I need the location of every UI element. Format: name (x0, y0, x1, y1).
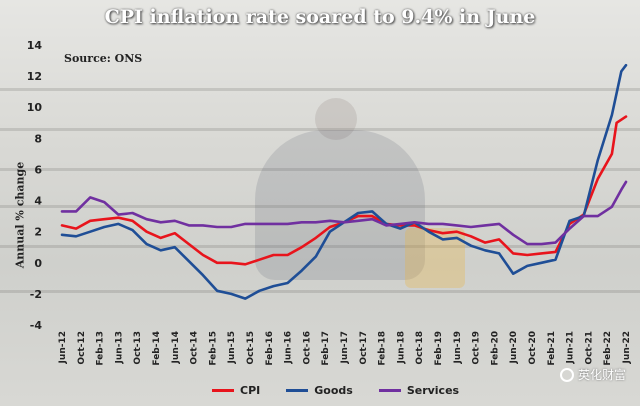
background-shelf (0, 245, 640, 248)
legend-label-services: Services (406, 384, 460, 397)
x-tick-label: Jun-13 (114, 331, 124, 364)
x-tick-label: Jun-18 (396, 331, 406, 364)
x-tick-label: Jun-14 (171, 331, 181, 364)
legend-item-goods: Goods (286, 384, 353, 397)
y-tick-label: 12 (27, 70, 42, 83)
x-tick-label: Feb-16 (265, 331, 275, 366)
background-shelf (0, 290, 640, 293)
y-tick-label: 2 (34, 226, 42, 239)
x-tick-label: Feb-15 (208, 331, 218, 366)
y-tick-label: 14 (27, 39, 43, 52)
legend: CPI Goods Services (212, 384, 459, 397)
x-tick-label: Feb-13 (96, 331, 106, 366)
x-tick-label: Jun-17 (340, 331, 350, 364)
x-tick-label: Jun-20 (509, 331, 519, 364)
y-tick-label: 10 (27, 101, 43, 114)
x-tick-label: Oct-14 (190, 331, 200, 365)
x-tick-label: Oct-19 (472, 331, 482, 365)
y-tick-label: 8 (34, 132, 42, 145)
chart-title: CPI inflation rate soared to 9.4% in Jun… (104, 6, 536, 28)
x-tick-label: Feb-22 (603, 331, 613, 366)
x-tick-label: Oct-16 (302, 331, 312, 365)
watermark: 英化财富 (559, 366, 626, 383)
x-tick-label: Jun-21 (566, 331, 576, 364)
legend-swatch-cpi (212, 389, 234, 392)
x-tick-label: Jun-15 (227, 331, 237, 364)
x-tick-label: Jun-22 (622, 331, 632, 364)
x-tick-label: Feb-14 (152, 331, 162, 366)
x-tick-label: Feb-18 (378, 331, 388, 366)
background-shelf (0, 168, 640, 171)
y-tick-label: -4 (30, 319, 43, 332)
x-tick-label: Feb-17 (321, 331, 331, 366)
series-line-goods (60, 63, 628, 300)
x-tick-label: Oct-13 (133, 331, 143, 365)
x-tick-label: Oct-15 (246, 331, 256, 365)
series-line-services (60, 180, 628, 246)
legend-label-cpi: CPI (240, 384, 261, 397)
y-tick-label: 0 (34, 257, 42, 270)
legend-swatch-goods (286, 389, 309, 392)
x-tick-label: Oct-18 (415, 331, 425, 365)
y-tick-label: -2 (30, 288, 42, 301)
series-line-cpi (60, 115, 628, 266)
x-tick-label: Oct-12 (77, 331, 87, 365)
legend-label-goods: Goods (314, 384, 353, 397)
x-tick-label: Feb-21 (547, 331, 557, 366)
x-tick-label: Jun-16 (284, 331, 294, 364)
y-axis-label: Annual % change (13, 161, 27, 269)
x-tick-label: Oct-21 (584, 331, 594, 365)
chart-source: Source: ONS (64, 52, 143, 65)
legend-swatch-services (378, 389, 401, 392)
background-shelf (0, 128, 640, 131)
y-tick-label: 6 (34, 163, 42, 176)
watermark-text: 英化财富 (577, 368, 626, 382)
x-tick-label: Oct-17 (359, 331, 369, 365)
legend-item-cpi: CPI (212, 384, 260, 397)
background-shopper-head (315, 98, 357, 140)
x-tick-label: Jun-12 (58, 331, 68, 364)
wechat-logo-icon (559, 367, 574, 382)
y-tick-label: 4 (34, 195, 42, 208)
x-tick-label: Jun-19 (453, 331, 463, 364)
legend-item-services: Services (378, 384, 460, 397)
x-tick-label: Feb-19 (434, 331, 444, 366)
x-tick-label: Feb-20 (490, 331, 500, 366)
x-tick-label: Oct-20 (528, 331, 538, 365)
background-shelf (0, 88, 640, 91)
background-shelf (0, 205, 640, 208)
